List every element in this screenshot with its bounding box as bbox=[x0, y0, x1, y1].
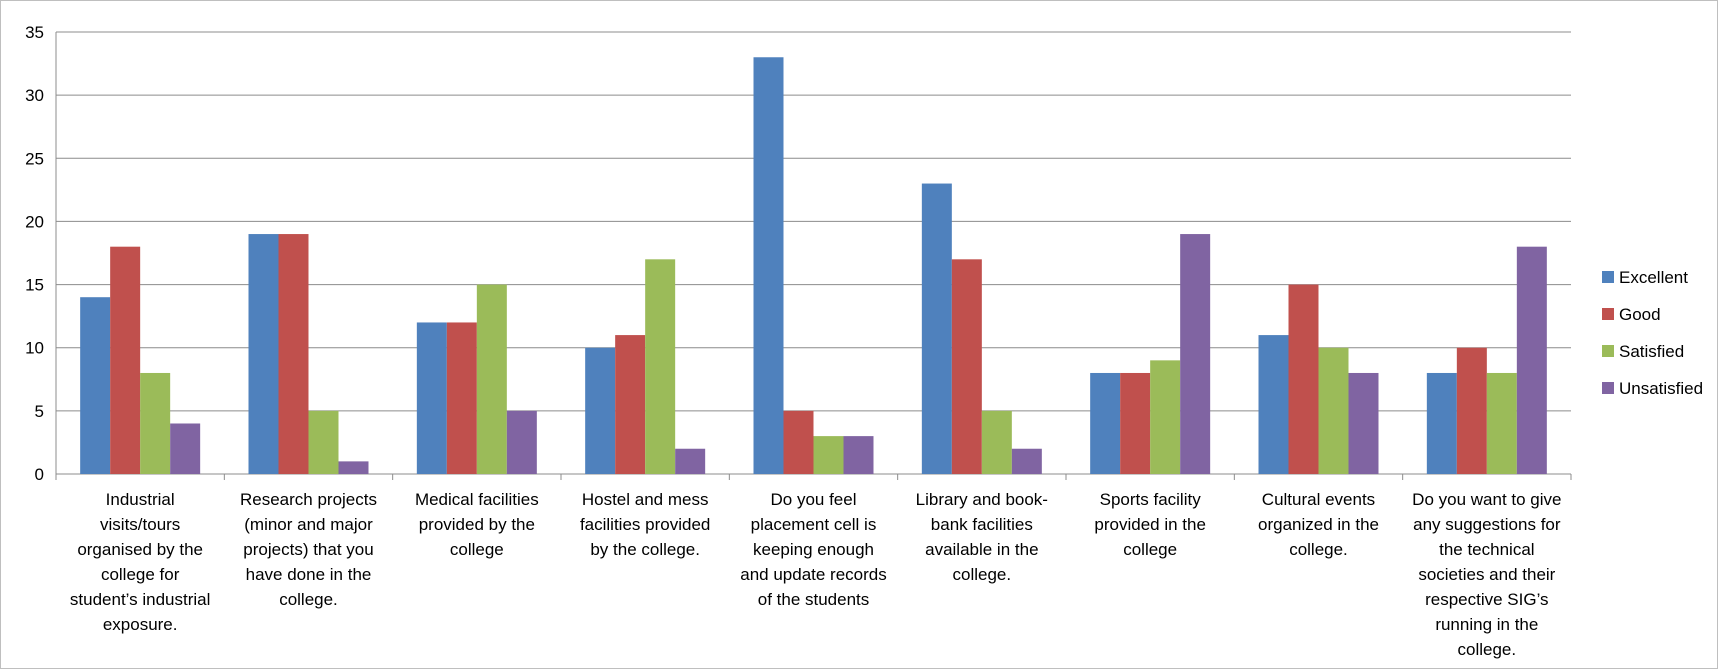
x-category-label: Cultural events bbox=[1262, 490, 1375, 509]
bar-unsatisfied bbox=[170, 423, 201, 474]
x-category-label: of the students bbox=[758, 590, 870, 609]
bar-satisfied bbox=[1318, 347, 1349, 474]
bar-unsatisfied bbox=[1348, 372, 1379, 474]
x-category-label: Sports facility bbox=[1100, 490, 1202, 509]
x-category-label: societies and their bbox=[1418, 565, 1555, 584]
bar-good bbox=[1456, 347, 1487, 474]
x-category-label: Hostel and mess bbox=[582, 490, 709, 509]
bar-good bbox=[278, 234, 309, 474]
bar-satisfied bbox=[1150, 360, 1181, 474]
legend-swatch-satisfied bbox=[1602, 345, 1614, 357]
bar-good bbox=[1120, 372, 1151, 474]
x-category-label: facilities provided bbox=[580, 515, 710, 534]
x-category-label: any suggestions for bbox=[1413, 515, 1561, 534]
x-category-label: bank facilities bbox=[931, 515, 1033, 534]
x-category-label: college. bbox=[1458, 640, 1517, 659]
y-tick-label: 15 bbox=[25, 276, 44, 295]
legend-label-satisfied: Satisfied bbox=[1619, 342, 1684, 361]
x-category-label: Medical facilities bbox=[415, 490, 539, 509]
y-tick-label: 20 bbox=[25, 212, 44, 231]
bar-good bbox=[110, 246, 141, 474]
x-category-label: respective SIG’s bbox=[1425, 590, 1548, 609]
y-tick-label: 35 bbox=[25, 23, 44, 42]
x-category-label: running in the bbox=[1435, 615, 1538, 634]
legend-label-good: Good bbox=[1619, 305, 1661, 324]
x-category-label: Do you want to give bbox=[1412, 490, 1561, 509]
bar-satisfied bbox=[981, 410, 1012, 474]
x-category-label: the technical bbox=[1439, 540, 1534, 559]
x-category-label: organised by the bbox=[77, 540, 203, 559]
legend-swatch-good bbox=[1602, 308, 1614, 320]
x-category-label: keeping enough bbox=[753, 540, 874, 559]
bar-good bbox=[783, 410, 814, 474]
x-category-label: college. bbox=[1289, 540, 1348, 559]
bar-excellent bbox=[1258, 335, 1289, 474]
bar-unsatisfied bbox=[843, 436, 874, 474]
bar-satisfied bbox=[1486, 372, 1517, 474]
x-category-label: provided in the bbox=[1094, 515, 1206, 534]
x-category-label: college. bbox=[279, 590, 338, 609]
bar-satisfied bbox=[813, 436, 844, 474]
x-category-label: Industrial bbox=[106, 490, 175, 509]
bar-satisfied bbox=[476, 284, 507, 474]
y-tick-label: 10 bbox=[25, 339, 44, 358]
x-category-label: Do you feel bbox=[771, 490, 857, 509]
x-category-label: placement cell is bbox=[751, 515, 877, 534]
y-tick-label: 30 bbox=[25, 86, 44, 105]
x-category-label: Research projects bbox=[240, 490, 377, 509]
x-category-label: and update records bbox=[740, 565, 887, 584]
bar-satisfied bbox=[308, 410, 339, 474]
x-category-label: college bbox=[450, 540, 504, 559]
x-category-label: organized in the bbox=[1258, 515, 1379, 534]
bar-good bbox=[615, 335, 646, 474]
bar-excellent bbox=[1426, 372, 1457, 474]
bar-excellent bbox=[248, 234, 279, 474]
y-tick-label: 25 bbox=[25, 149, 44, 168]
legend-label-unsatisfied: Unsatisfied bbox=[1619, 379, 1703, 398]
bar-unsatisfied bbox=[1011, 448, 1042, 474]
y-tick-label: 5 bbox=[35, 402, 44, 421]
bar-unsatisfied bbox=[1516, 246, 1547, 474]
bar-satisfied bbox=[140, 372, 171, 474]
x-category-label: have done in the bbox=[246, 565, 372, 584]
x-category-label: college for bbox=[101, 565, 180, 584]
bar-excellent bbox=[1090, 372, 1121, 474]
bar-unsatisfied bbox=[506, 410, 537, 474]
bar-unsatisfied bbox=[1180, 234, 1211, 474]
bar-satisfied bbox=[645, 259, 676, 474]
bar-unsatisfied bbox=[675, 448, 706, 474]
bar-excellent bbox=[921, 183, 952, 475]
bar-excellent bbox=[585, 347, 616, 474]
bar-excellent bbox=[416, 322, 447, 474]
x-category-label: college bbox=[1123, 540, 1177, 559]
legend-label-excellent: Excellent bbox=[1619, 268, 1688, 287]
x-category-label: projects) that you bbox=[243, 540, 373, 559]
x-category-label: exposure. bbox=[103, 615, 178, 634]
bar-unsatisfied bbox=[338, 461, 369, 474]
x-category-label: by the college. bbox=[590, 540, 700, 559]
bar-good bbox=[446, 322, 477, 474]
bar-good bbox=[1288, 284, 1319, 474]
x-category-label: Library and book- bbox=[916, 490, 1048, 509]
x-category-label: student’s industrial bbox=[70, 590, 211, 609]
x-category-label: (minor and major bbox=[244, 515, 373, 534]
bar-good bbox=[951, 259, 982, 474]
bar-excellent bbox=[80, 297, 111, 474]
x-category-label: college. bbox=[953, 565, 1012, 584]
x-category-label: provided by the bbox=[419, 515, 535, 534]
x-category-label: available in the bbox=[925, 540, 1038, 559]
x-category-label: visits/tours bbox=[100, 515, 180, 534]
legend-swatch-excellent bbox=[1602, 271, 1614, 283]
bar-excellent bbox=[753, 57, 784, 474]
y-tick-label: 0 bbox=[35, 465, 44, 484]
legend-swatch-unsatisfied bbox=[1602, 382, 1614, 394]
